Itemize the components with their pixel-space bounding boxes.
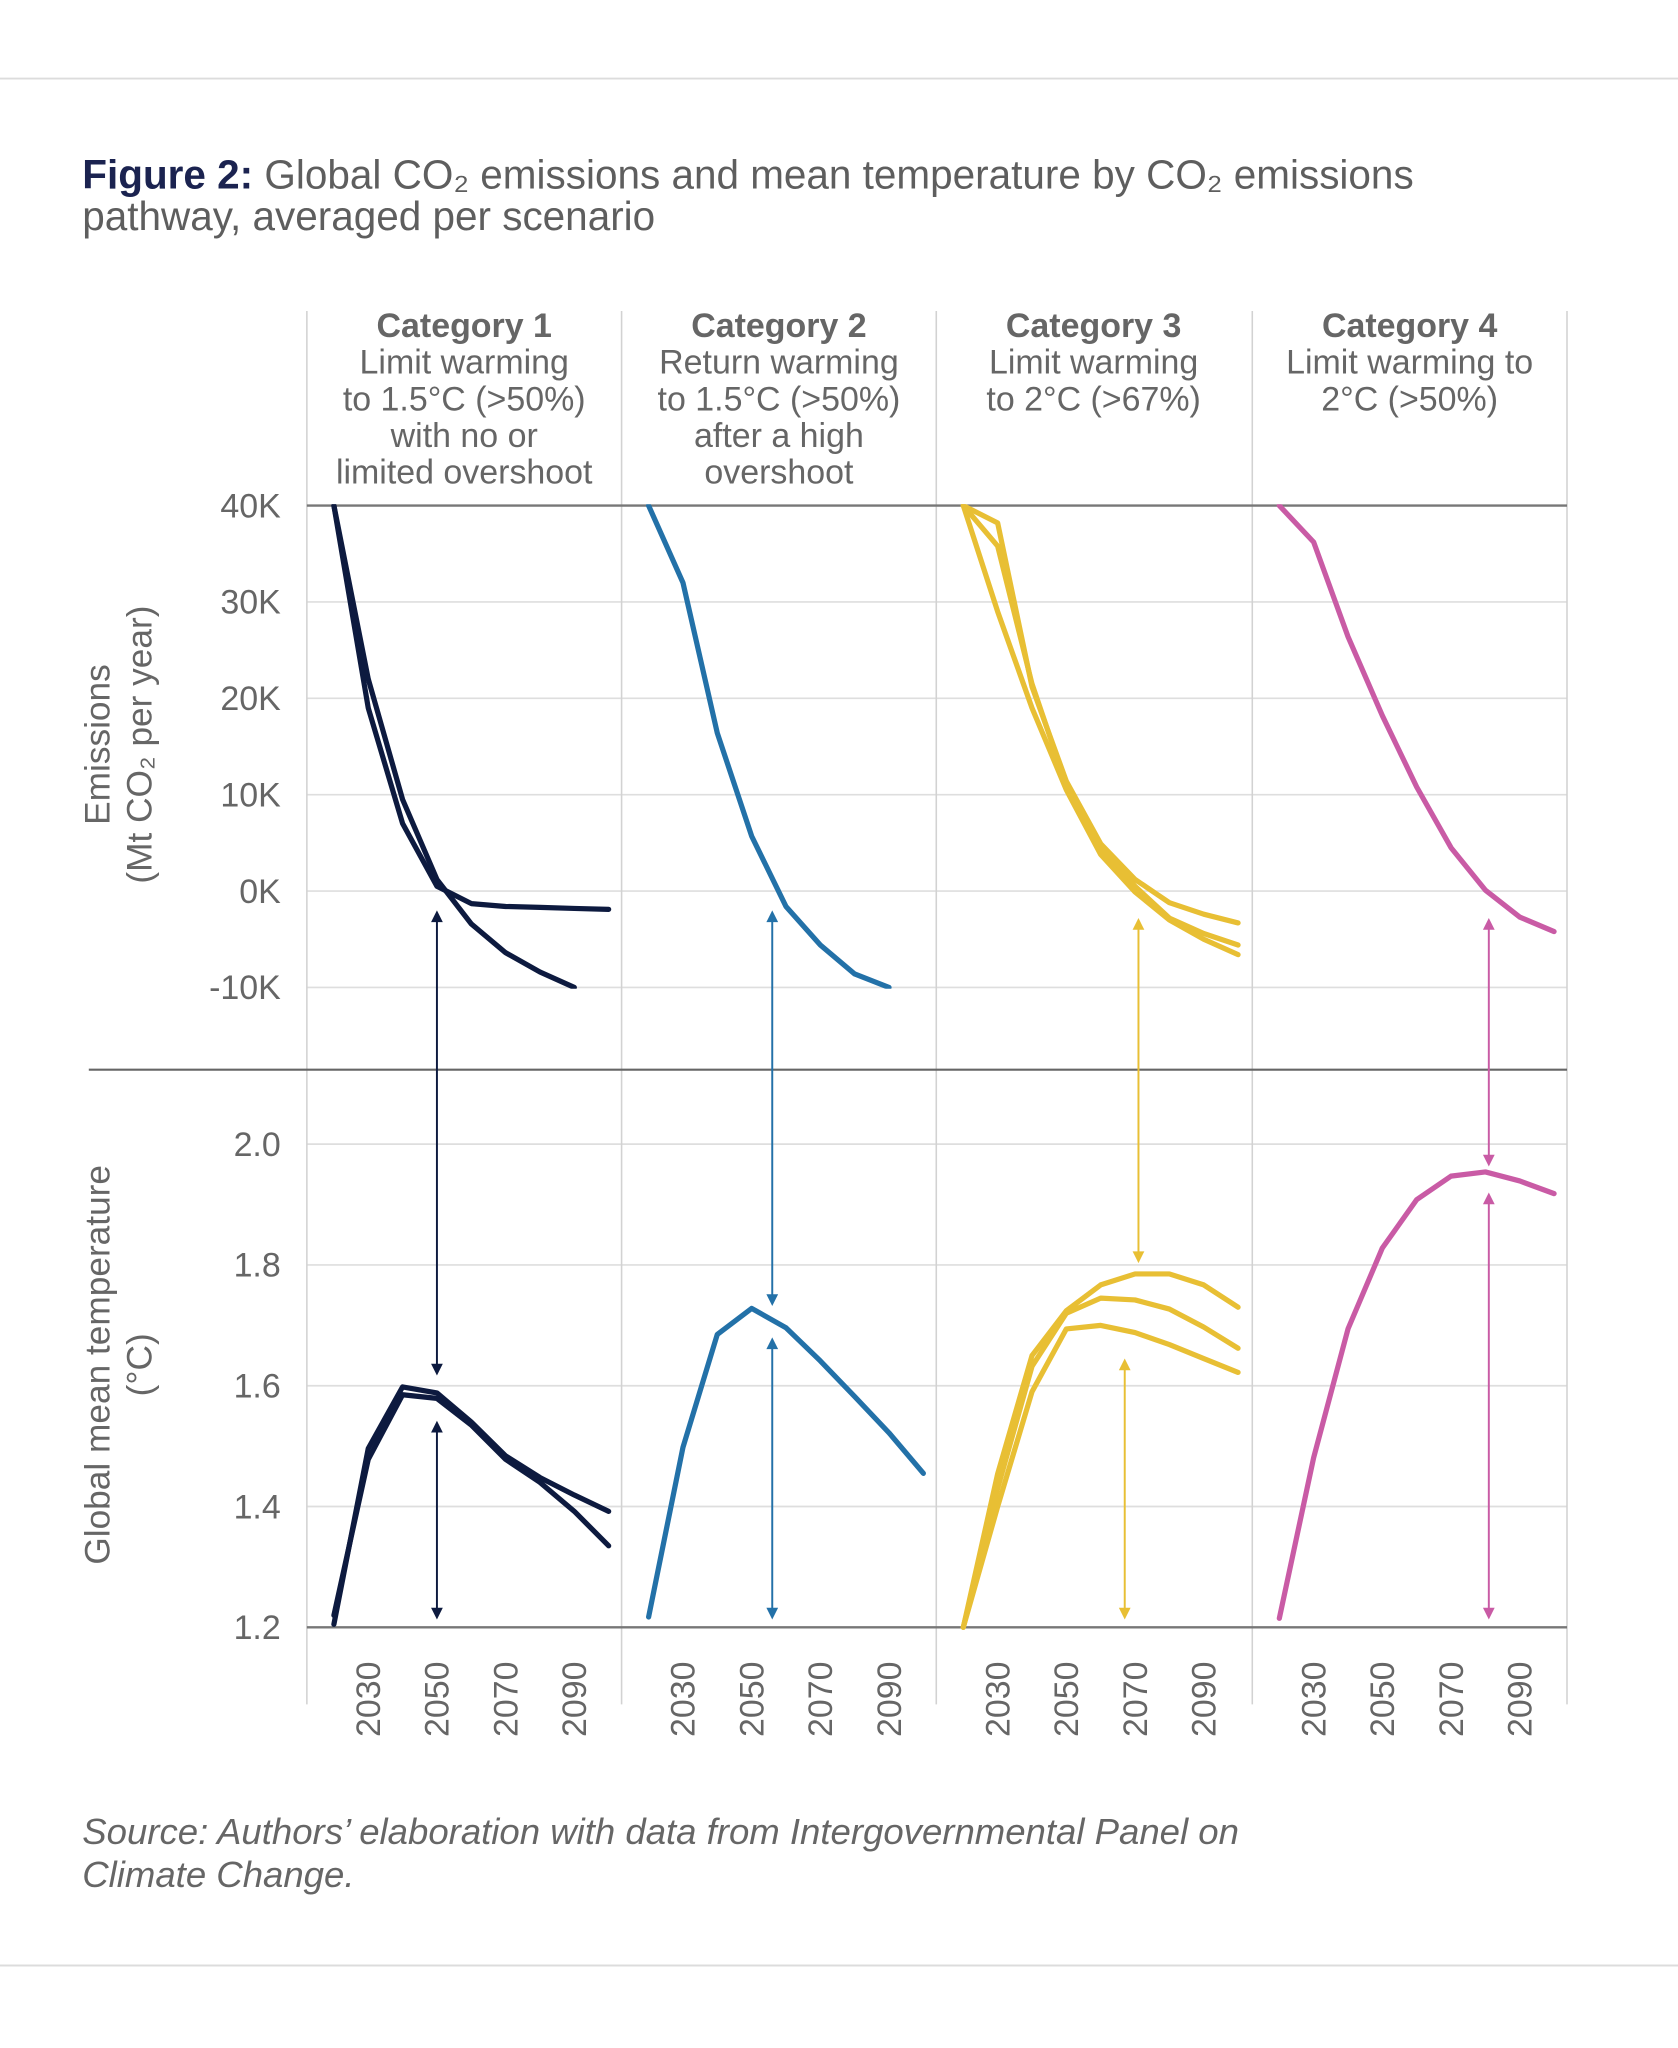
- panel-subtitle-line: to 1.5°C (>50%): [343, 380, 586, 418]
- arrowhead: [1482, 918, 1495, 930]
- annotation-arrows: [431, 910, 1495, 1620]
- temperature-line: [331, 1392, 612, 1618]
- temperature-axis-unit: (°C): [120, 1333, 159, 1396]
- panel-subtitle-line: limited overshoot: [336, 453, 593, 491]
- panel-title: Category 3: [1006, 307, 1181, 345]
- year-tick-label: 2050: [1048, 1661, 1086, 1737]
- arrowhead: [431, 1607, 443, 1620]
- figure-title: Figure 2: Global CO₂ emissions and mean …: [82, 151, 1413, 197]
- x-tick-labels: 2030 2050 2070 2090 2030 2050 2070 2090 2030 2050…: [350, 1661, 1539, 1737]
- year-tick-label: 2050: [733, 1661, 771, 1737]
- figure-label: Figure 2:: [82, 151, 253, 197]
- temperature-line: [645, 1305, 926, 1620]
- gridlines: [88, 311, 1568, 1705]
- year-tick-label: 2070: [802, 1661, 840, 1737]
- emissions-line: [960, 504, 1241, 958]
- arrowhead: [431, 1363, 443, 1376]
- year-tick-label: 2050: [1364, 1661, 1402, 1737]
- temperature-tick-label: 2.0: [234, 1126, 281, 1164]
- year-tick-label: 2090: [1501, 1661, 1539, 1737]
- arrowhead: [1132, 918, 1145, 930]
- arrowhead: [1482, 1192, 1495, 1205]
- year-tick-label: 2050: [419, 1661, 457, 1737]
- temperature-tick-label: 1.8: [234, 1247, 281, 1285]
- year-tick-label: 2030: [665, 1661, 703, 1737]
- temperature-line: [960, 1271, 1241, 1630]
- year-tick-label: 2090: [871, 1661, 909, 1737]
- title-line-1: Global CO₂ emissions and mean temperatur…: [264, 151, 1413, 197]
- temperature-line: [1276, 1169, 1557, 1621]
- panel-title: Category 1: [377, 307, 552, 345]
- arrowhead: [766, 1294, 779, 1306]
- source-line-1: Source: Authors’ elaboration with data f…: [82, 1811, 1239, 1852]
- emissions-tick-label: 20K: [220, 680, 281, 718]
- emissions-axis-unit: (Mt CO₂ per year): [120, 606, 159, 884]
- panel-subtitle-line: overshoot: [704, 453, 854, 491]
- year-tick-label: 2070: [1433, 1661, 1471, 1737]
- arrowhead: [431, 910, 443, 923]
- panel-subtitle-line: Limit warming: [360, 344, 569, 382]
- temperature-tick-label: 1.4: [234, 1488, 281, 1526]
- emissions-tick-label: 0K: [239, 873, 281, 911]
- arrowhead: [1118, 1358, 1131, 1371]
- year-tick-label: 2030: [979, 1661, 1017, 1737]
- panel-title: Category 2: [691, 307, 866, 345]
- temperature-axis-title: Global mean temperature: [79, 1165, 118, 1565]
- temperature-line: [960, 1322, 1241, 1630]
- temperature-tick-label: 1.6: [234, 1367, 281, 1405]
- panel-subtitle-line: after a high: [694, 417, 864, 455]
- panel-subtitle-line: to 1.5°C (>50%): [658, 380, 901, 418]
- temperature-tick-label: 1.2: [234, 1609, 281, 1647]
- panel-subtitle-line: Return warming: [659, 344, 899, 382]
- year-tick-label: 2070: [487, 1661, 525, 1737]
- emissions-tick-label: -10K: [209, 969, 281, 1007]
- emissions-axis-title: Emissions: [79, 664, 118, 825]
- year-tick-label: 2030: [350, 1661, 388, 1737]
- arrowhead: [1132, 1251, 1145, 1264]
- year-tick-label: 2030: [1295, 1661, 1333, 1737]
- arrowhead: [766, 1607, 779, 1620]
- emissions-line: [960, 504, 1241, 948]
- temperature-line: [960, 1295, 1241, 1630]
- series-lines: [331, 504, 1557, 1630]
- year-tick-label: 2090: [1185, 1661, 1223, 1737]
- emissions-tick-label: 10K: [220, 776, 281, 814]
- emissions-line: [331, 504, 577, 989]
- arrowhead: [766, 910, 779, 923]
- y-tick-labels: 40K 30K 20K 10K 0K -10K 2.0 1.8 1.6 1.4 1.2: [209, 487, 281, 1647]
- arrowhead: [1482, 1154, 1495, 1167]
- year-tick-label: 2070: [1117, 1661, 1155, 1737]
- source-line-2: Climate Change.: [82, 1854, 354, 1895]
- panel-subtitle-line: to 2°C (>67%): [986, 380, 1200, 418]
- year-tick-label: 2090: [556, 1661, 594, 1737]
- arrowhead: [1118, 1607, 1131, 1620]
- emissions-line: [1276, 504, 1557, 935]
- title-line-2: pathway, averaged per scenario: [82, 193, 655, 239]
- emissions-line: [331, 504, 612, 912]
- panel-subtitle-line: Limit warming: [989, 344, 1198, 382]
- panel-subtitle-line: Limit warming to: [1286, 344, 1533, 382]
- emissions-series: [331, 504, 1557, 989]
- arrowhead: [431, 1420, 443, 1433]
- emissions-tick-label: 30K: [220, 584, 281, 622]
- panel-subtitle-line: with no or: [390, 417, 538, 455]
- arrowhead: [766, 1337, 779, 1350]
- arrowhead: [1482, 1607, 1495, 1620]
- panel-title: Category 4: [1322, 307, 1498, 345]
- emissions-tick-label: 40K: [220, 487, 281, 525]
- panel-subtitle-line: 2°C (>50%): [1321, 380, 1498, 418]
- emissions-line: [645, 504, 892, 989]
